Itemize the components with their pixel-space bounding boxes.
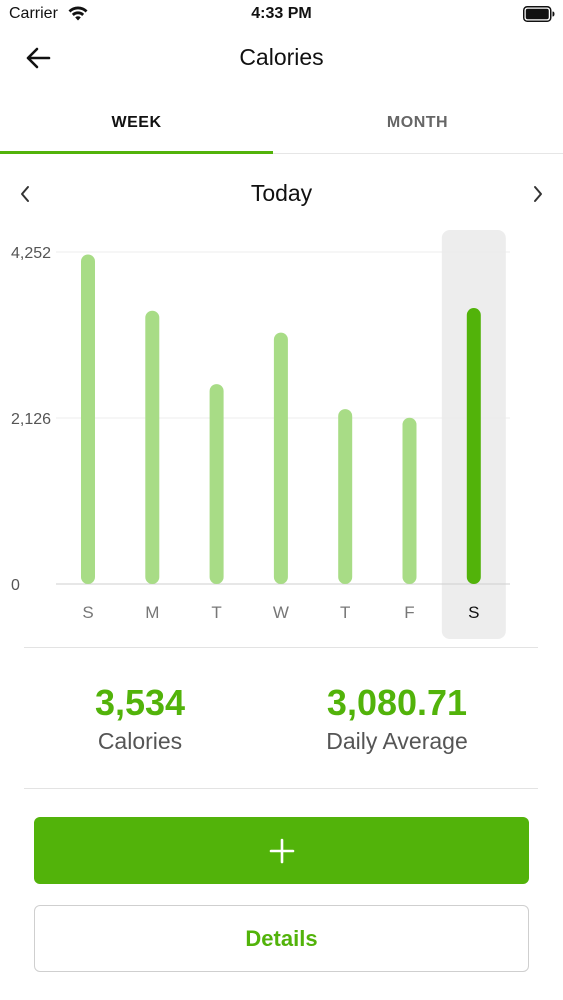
bar-2[interactable] [209, 384, 224, 584]
back-button[interactable] [18, 42, 58, 74]
arrow-left-icon [26, 47, 51, 69]
divider-top [24, 647, 538, 648]
y-tick-label: 0 [11, 577, 20, 594]
x-tick-label: S [82, 603, 93, 622]
daily-average-stat: 3,080.71 Daily Average [277, 682, 517, 756]
tab-month[interactable]: MONTH [386, 114, 449, 131]
calories-stat: 3,534 Calories [20, 682, 260, 756]
daily-average-value: 3,080.71 [326, 682, 468, 723]
x-tick-label: F [404, 603, 414, 622]
chevron-left-icon [21, 186, 29, 202]
plus-icon [269, 838, 294, 863]
battery-icon [523, 6, 555, 22]
period-tabs: WEEK MONTH [0, 92, 563, 154]
date-label: Today [250, 180, 313, 206]
x-tick-label: T [340, 603, 350, 622]
date-navigator: Today [0, 174, 563, 214]
add-entry-button[interactable] [34, 817, 529, 884]
x-tick-label: T [211, 603, 221, 622]
x-tick-label: S [468, 603, 479, 622]
previous-period-button[interactable] [10, 178, 40, 210]
y-tick-label: 4,252 [11, 245, 51, 262]
bar-3[interactable] [273, 332, 288, 584]
divider-bottom [24, 788, 538, 789]
tab-selected-indicator [0, 151, 273, 154]
page-title: Calories [239, 44, 324, 70]
tab-week[interactable]: WEEK [111, 114, 162, 131]
calories-label: Calories [97, 728, 183, 754]
x-tick-label: M [145, 603, 159, 622]
next-period-button[interactable] [523, 178, 553, 210]
y-tick-label: 2,126 [11, 411, 51, 428]
bar-4[interactable] [338, 409, 353, 584]
bar-1[interactable] [145, 310, 160, 584]
carrier-label: Carrier [9, 5, 58, 22]
wifi-icon [68, 6, 88, 21]
bar-6[interactable] [466, 308, 481, 584]
status-time: 4:33 PM [251, 5, 312, 22]
nav-header: Calories [0, 30, 563, 86]
bar-5[interactable] [402, 417, 417, 584]
details-button[interactable]: Details [34, 905, 529, 972]
x-tick-label: W [273, 603, 289, 622]
daily-average-label: Daily Average [326, 728, 468, 754]
calories-bar-chart: 4,252 2,126 0 S M T W T F S [11, 230, 510, 639]
calories-chart: 4,252 2,126 0 S M T W T F S [0, 226, 563, 646]
calories-value: 3,534 [94, 682, 186, 723]
status-bar: Carrier 4:33 PM [0, 0, 563, 30]
bar-0[interactable] [81, 254, 95, 584]
chevron-right-icon [534, 186, 542, 202]
